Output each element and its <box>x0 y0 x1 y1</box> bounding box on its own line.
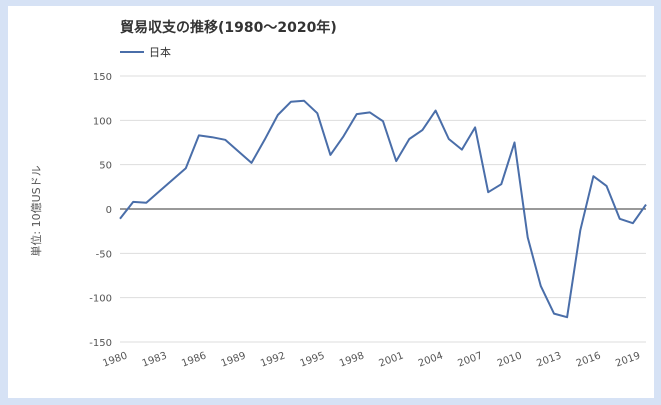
y-tick-labels: 150 100 50 0 -50 -100 -150 <box>89 72 112 349</box>
x-tick-label: 1998 <box>338 350 366 369</box>
y-tick-label: -150 <box>89 338 112 349</box>
x-tick-label: 2001 <box>377 350 405 369</box>
x-tick-label: 2007 <box>456 350 484 369</box>
y-axis-label: 単位: 10億USドル <box>29 165 43 256</box>
line-chart: 貿易収支の推移(1980～2020年) 日本 150 100 50 0 -50 -100 -… <box>29 19 647 370</box>
x-tick-labels: 1980 1983 1986 1989 1992 1995 1998 2001 2004 2007… <box>101 350 642 369</box>
x-tick-label: 2013 <box>535 350 563 369</box>
x-tick-label: 2010 <box>496 350 524 369</box>
x-tick-label: 1986 <box>180 350 208 369</box>
x-tick-label: 2019 <box>614 350 642 369</box>
gridlines <box>120 75 646 343</box>
x-tick-label: 1983 <box>141 350 169 369</box>
series-line-0 <box>119 99 647 319</box>
x-tick-label: 2016 <box>575 350 603 369</box>
x-tick-label: 1995 <box>299 350 327 369</box>
y-tick-label: 0 <box>106 205 112 216</box>
x-tick-label: 1980 <box>101 350 129 369</box>
y-tick-label: 100 <box>93 116 112 127</box>
x-tick-label: 2004 <box>417 350 445 369</box>
legend: 日本 <box>120 45 171 59</box>
y-tick-label: 50 <box>99 161 112 172</box>
y-tick-label: -100 <box>89 294 112 305</box>
chart-frame: 貿易収支の推移(1980～2020年) 日本 150 100 50 0 -50 -100 -… <box>8 6 654 398</box>
y-tick-label: -50 <box>96 249 112 260</box>
chart-title: 貿易収支の推移(1980～2020年) <box>120 19 337 36</box>
y-tick-label: 150 <box>93 72 112 83</box>
legend-label-japan: 日本 <box>149 45 171 59</box>
x-tick-label: 1992 <box>259 350 287 369</box>
series-layer <box>119 99 647 319</box>
x-tick-label: 1989 <box>220 350 248 369</box>
